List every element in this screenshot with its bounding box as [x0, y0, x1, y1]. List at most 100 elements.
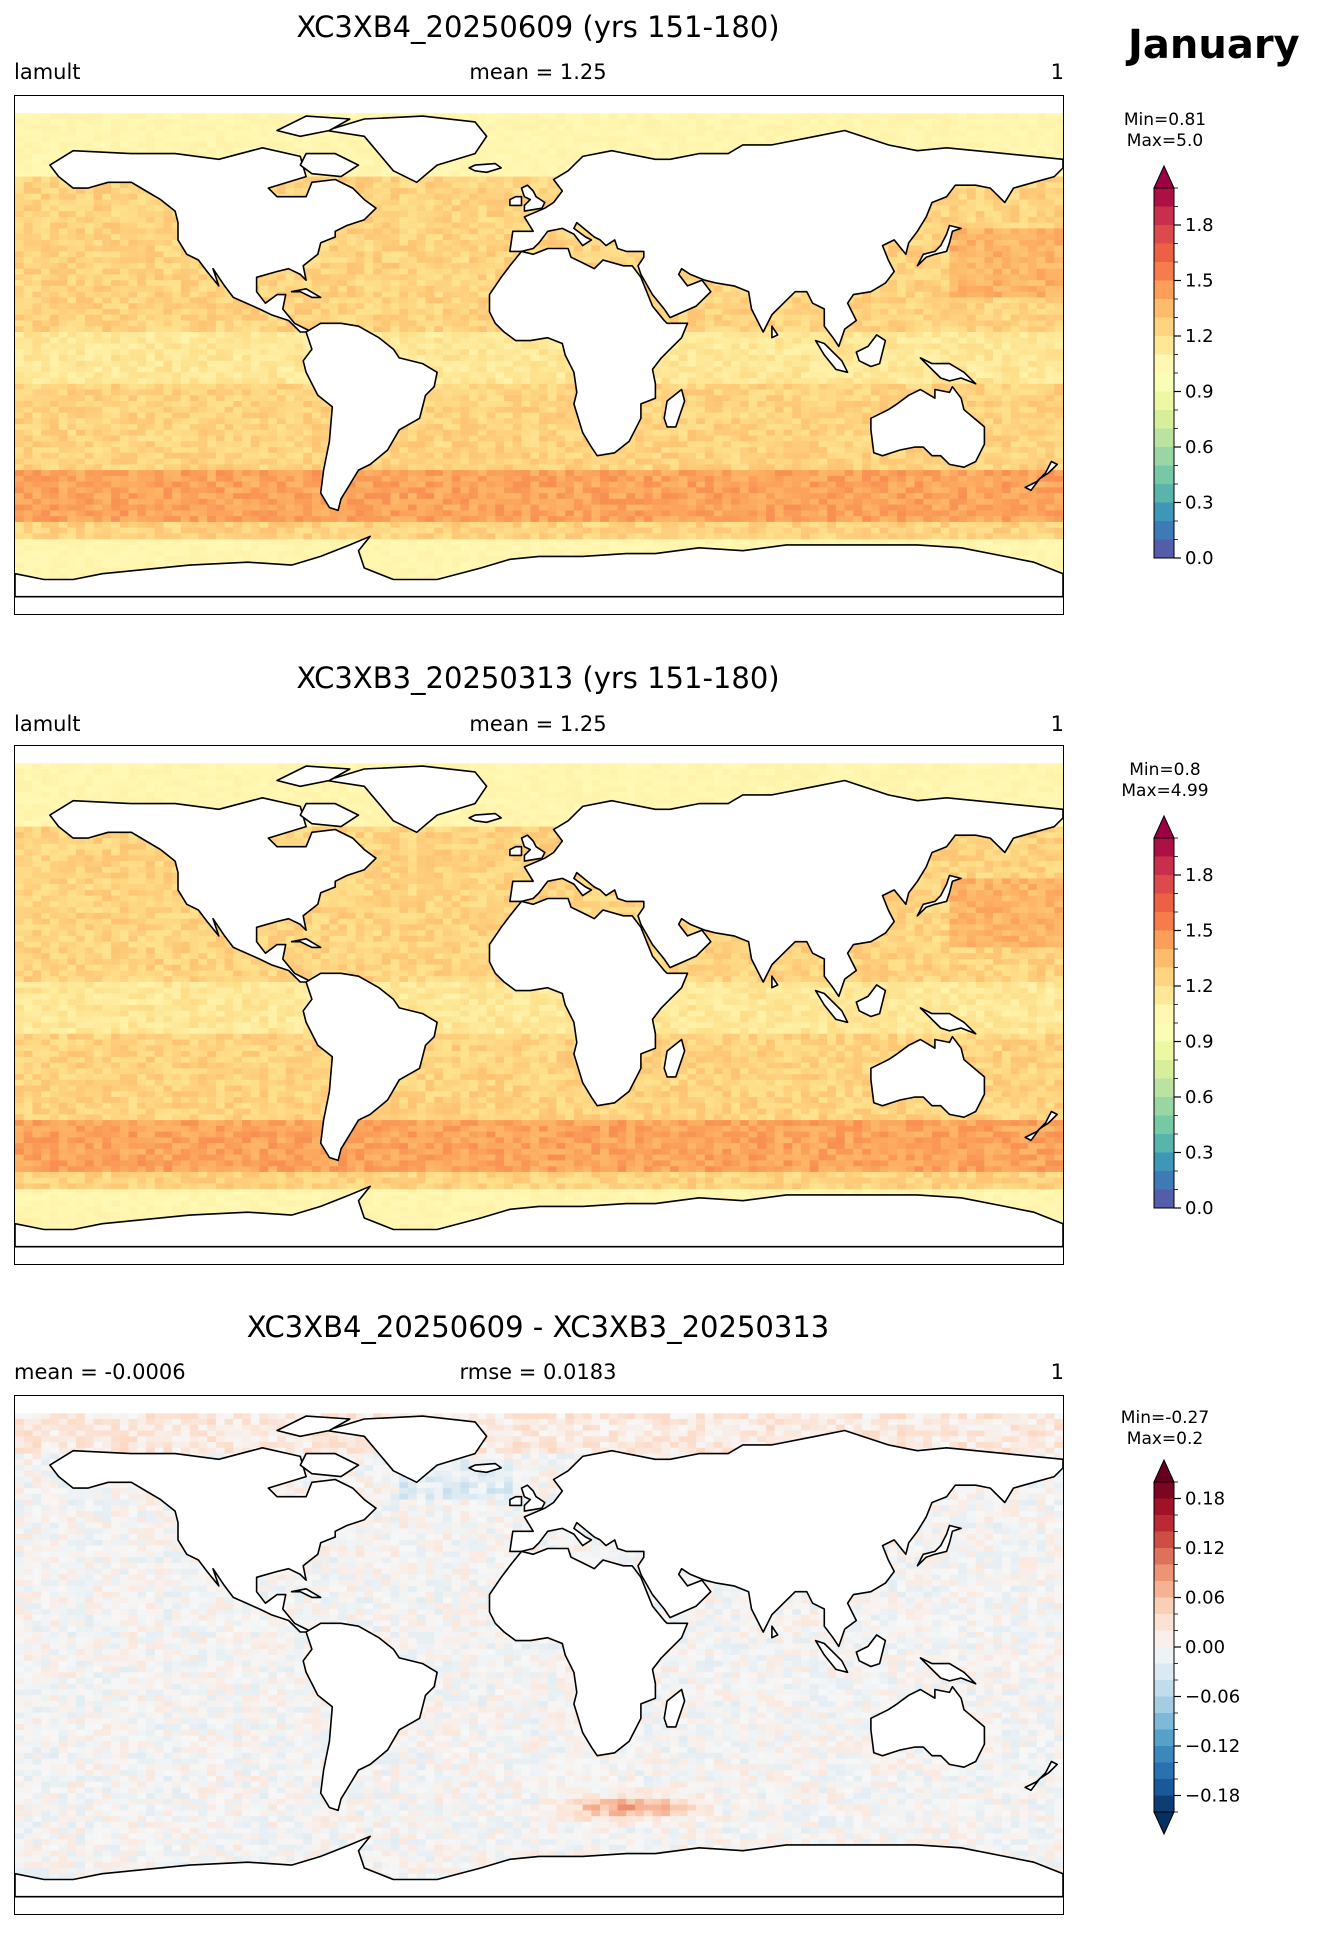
coastline-sri-lanka — [771, 975, 779, 989]
colorbar-extend-min — [1153, 1811, 1175, 1836]
mean-label: mean = 1.25 — [0, 712, 1076, 736]
coastline-greenland — [325, 115, 488, 184]
map-canvas — [15, 1413, 1063, 1898]
coastline-australia — [870, 1035, 986, 1118]
colorbar-tick-label: 0.3 — [1185, 1143, 1214, 1164]
colorbar-tick-label: 1.2 — [1185, 326, 1214, 347]
map-canvas — [15, 763, 1063, 1248]
coastline-africa — [488, 247, 689, 457]
rmse-label: rmse = 0.0183 — [0, 1360, 1076, 1384]
coastline-north-america — [49, 1447, 377, 1633]
coastline-britain — [520, 834, 546, 862]
coastline-sri-lanka — [771, 1625, 779, 1639]
min-label: Min=0.81 — [1110, 110, 1220, 130]
colorbar-extend-max — [1153, 164, 1175, 189]
colorbar: 0.0 0.3 0.6 0.9 1.2 1.5 1.8 — [1153, 164, 1214, 569]
coastline-japan — [916, 874, 962, 917]
panel-title: XC3XB4_20250609 - XC3XB3_20250313 — [0, 1310, 1076, 1344]
global-map — [14, 745, 1064, 1265]
colorbar-tick-label: −0.06 — [1185, 1687, 1240, 1708]
coastline-new-guinea — [919, 1007, 977, 1035]
colorbar-tick-label: 0.6 — [1185, 437, 1214, 458]
colorbar-canvas: −0.18 −0.12 −0.06 0.00 0.06 0.12 0.18 — [1153, 1458, 1240, 1836]
coastline-cuba — [290, 288, 322, 299]
colorbar-tick-label: −0.12 — [1185, 1736, 1240, 1757]
coastline-sri-lanka — [771, 325, 779, 339]
month-title: January — [1128, 22, 1300, 68]
coastline-baffin — [299, 152, 360, 178]
map-canvas — [15, 113, 1063, 598]
coastline-iceland — [468, 162, 502, 174]
coastline-new-zealand — [1024, 460, 1058, 492]
coastline-baffin — [299, 802, 360, 828]
level-label: 1 — [1051, 712, 1064, 736]
coastline-greenland — [325, 765, 488, 834]
coastline-south-america — [302, 322, 438, 512]
coastline-africa — [488, 897, 689, 1107]
coastline-ireland — [509, 1495, 523, 1507]
colorbar-canvas: 0.0 0.3 0.6 0.9 1.2 1.5 1.8 — [1153, 164, 1214, 569]
coastline-australia — [870, 385, 986, 468]
coastline-borneo — [855, 984, 887, 1018]
coastline-new-guinea — [919, 1657, 977, 1685]
colorbar-tick-label: 1.8 — [1185, 865, 1214, 886]
coastline-north-america — [49, 797, 377, 983]
colorbar-tick-label: 0.6 — [1185, 1087, 1214, 1108]
coastline-eurasia — [509, 129, 1063, 348]
mean-label: mean = 1.25 — [0, 60, 1076, 84]
coastline-antarctica — [15, 1835, 1063, 1898]
colorbar-tick-label: 1.5 — [1185, 271, 1214, 292]
coastline-ellesmere — [276, 1415, 351, 1438]
max-label: Max=5.0 — [1110, 131, 1220, 151]
coastline-antarctica — [15, 535, 1063, 598]
global-map — [14, 1395, 1064, 1915]
coastline-new-guinea — [919, 357, 977, 385]
colorbar: −0.18 −0.12 −0.06 0.00 0.06 0.12 0.18 — [1153, 1458, 1240, 1836]
coastline-new-zealand — [1024, 1760, 1058, 1792]
coastline-new-zealand — [1024, 1110, 1058, 1142]
max-label: Max=4.99 — [1110, 781, 1220, 801]
variable-label: lamult — [14, 712, 81, 736]
min-label: Min=-0.27 — [1110, 1408, 1220, 1428]
colorbar-tick-label: 0.9 — [1185, 1032, 1214, 1053]
colorbar-tick-label: 0.12 — [1185, 1538, 1225, 1559]
colorbar-extend-max — [1153, 814, 1175, 839]
global-map — [14, 95, 1064, 615]
coastline-sumatra — [814, 989, 849, 1024]
colorbar-tick-label: 0.3 — [1185, 493, 1214, 514]
coastline-ellesmere — [276, 765, 351, 788]
coastline-japan — [916, 224, 962, 267]
colorbar-tick-label: 1.8 — [1185, 215, 1214, 236]
colorbar: 0.0 0.3 0.6 0.9 1.2 1.5 1.8 — [1153, 814, 1214, 1219]
colorbar-tick-label: 0.0 — [1185, 1198, 1214, 1219]
coastline-madagascar — [663, 388, 686, 428]
coastline-antarctica — [15, 1185, 1063, 1248]
coastline-ellesmere — [276, 115, 351, 138]
coastline-japan — [916, 1524, 962, 1567]
coastline-britain — [520, 184, 546, 212]
mean-label: mean = -0.0006 — [14, 1360, 186, 1384]
coastline-eurasia — [509, 779, 1063, 998]
colorbar-tick-label: −0.18 — [1185, 1786, 1240, 1807]
colorbar-tick-label: 0.18 — [1185, 1489, 1225, 1510]
coastline-britain — [520, 1484, 546, 1512]
coastline-ireland — [509, 195, 523, 207]
variable-label: lamult — [14, 60, 81, 84]
coastline-greenland — [325, 1415, 488, 1484]
coastline-ireland — [509, 845, 523, 857]
colorbar-extend-max — [1153, 1458, 1175, 1483]
colorbar-canvas: 0.0 0.3 0.6 0.9 1.2 1.5 1.8 — [1153, 814, 1214, 1219]
colorbar-tick-label: 0.0 — [1185, 548, 1214, 569]
coastline-baffin — [299, 1452, 360, 1478]
coastline-north-america — [49, 147, 377, 333]
colorbar-tick-label: 1.2 — [1185, 976, 1214, 997]
colorbar-tick-label: 0.06 — [1185, 1588, 1225, 1609]
panel-title: XC3XB3_20250313 (yrs 151-180) — [0, 661, 1076, 695]
coastline-sumatra — [814, 339, 849, 374]
level-label: 1 — [1051, 60, 1064, 84]
coastline-cuba — [290, 1588, 322, 1599]
coastline-south-america — [302, 972, 438, 1162]
coastline-eurasia — [509, 1429, 1063, 1648]
level-label: 1 — [1051, 1360, 1064, 1384]
coastline-borneo — [855, 334, 887, 368]
